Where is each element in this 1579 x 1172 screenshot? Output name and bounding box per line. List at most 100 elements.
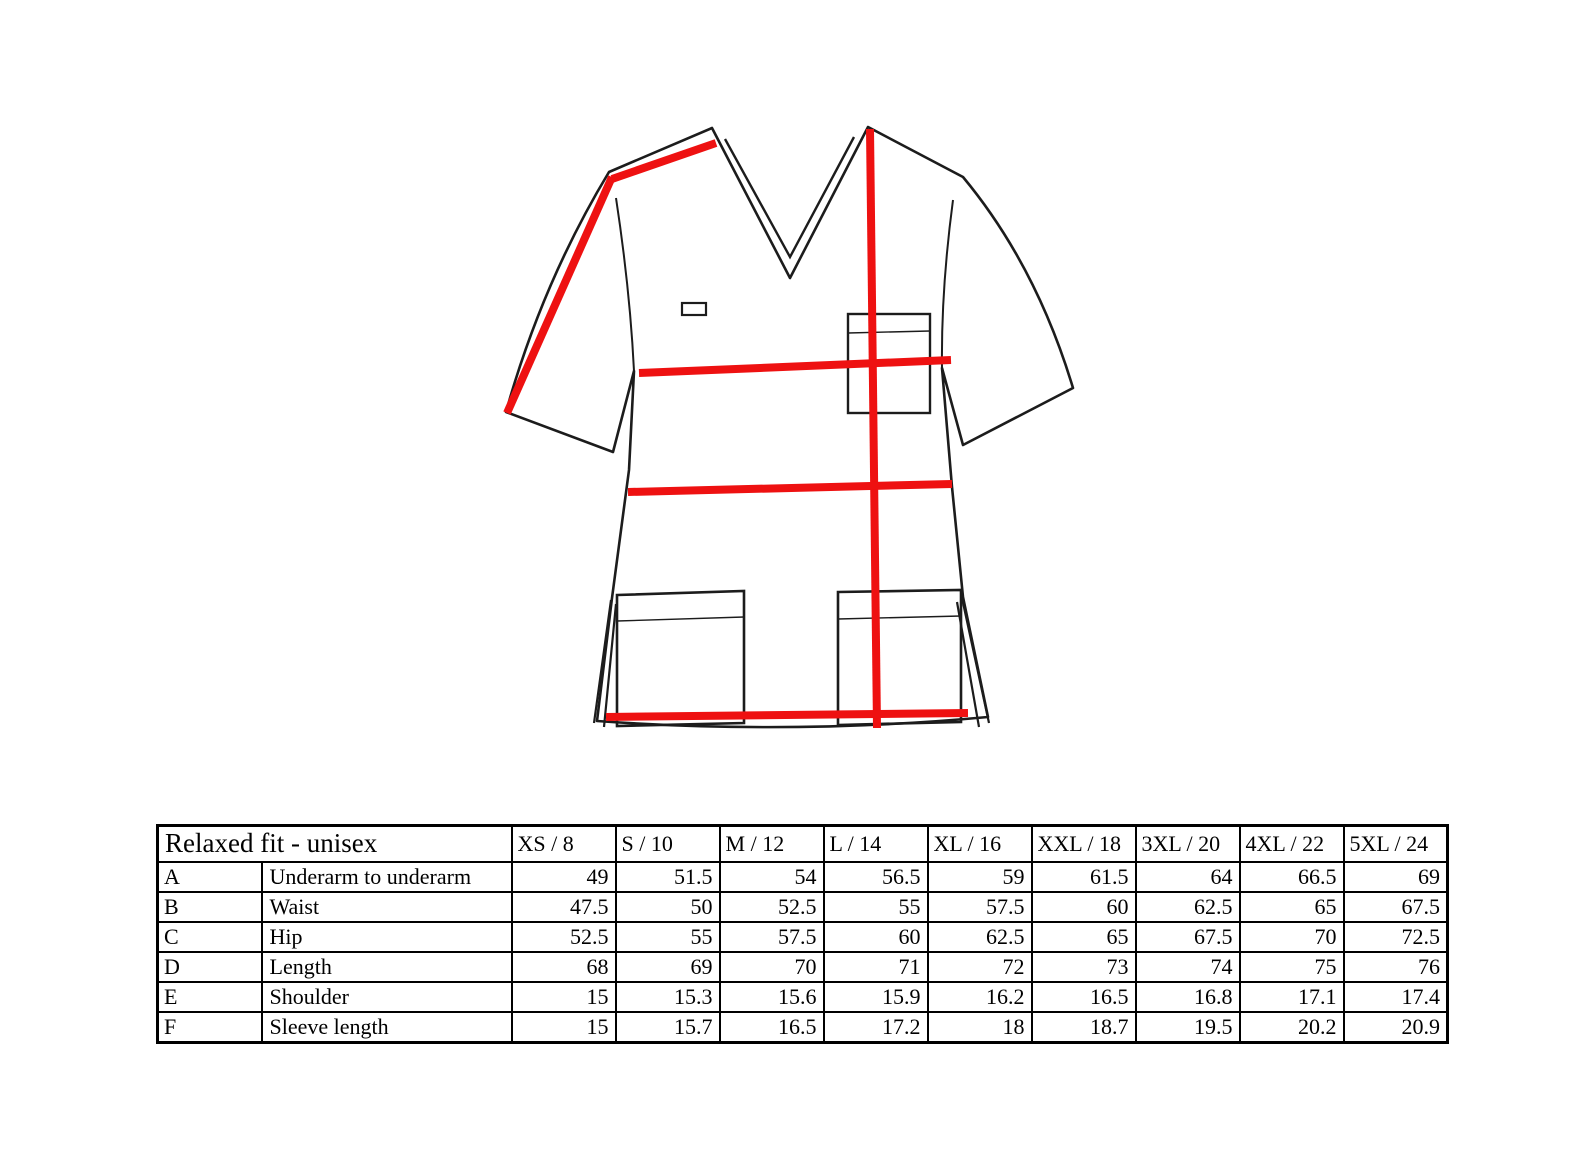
table-row-shoulder: E Shoulder 15 15.3 15.6 15.9 16.2 16.5 1… [156,980,1449,1013]
measure-value-cell: 55 [614,920,721,953]
measure-name-cell: Waist [260,890,513,923]
measurement-line-F-sleeve-length [503,175,616,415]
measure-value-cell: 15.3 [614,980,721,1013]
measure-value-cell: 69 [614,950,721,983]
measure-value-cell: 52.5 [510,920,617,953]
size-header-5xl: 5XL / 24 [1342,824,1449,863]
table-row-hip: C Hip 52.5 55 57.5 60 62.5 65 67.5 70 72… [156,920,1449,953]
size-header-xl: XL / 16 [926,824,1033,863]
measure-value-cell: 16.5 [1030,980,1137,1013]
measure-value-cell: 57.5 [926,890,1033,923]
measure-value-cell: 15.9 [822,980,929,1013]
bottom-pocket-right-hem-line [837,615,962,620]
vneck-trim-line [723,136,856,260]
measure-value-cell: 19.5 [1134,1010,1241,1043]
measure-value-cell: 16.2 [926,980,1033,1013]
measure-value-cell: 67.5 [1342,890,1449,923]
measure-name-cell: Shoulder [260,980,513,1013]
measurement-line-A-underarm [638,356,952,377]
measure-value-cell: 61.5 [1030,860,1137,893]
measure-letter-cell: E [156,980,263,1013]
measure-value-cell: 15 [510,1010,617,1043]
garment-label [680,301,708,317]
measure-value-cell: 74 [1134,950,1241,983]
measure-name-cell: Underarm to underarm [260,860,513,893]
measure-value-cell: 66.5 [1238,860,1345,893]
measure-value-cell: 49 [510,860,617,893]
size-header-m: M / 12 [718,824,825,863]
measure-value-cell: 52.5 [718,890,825,923]
measure-value-cell: 16.5 [718,1010,825,1043]
measurement-line-D-length [866,128,881,729]
measure-letter-cell: C [156,920,263,953]
measure-value-cell: 15.7 [614,1010,721,1043]
measure-value-cell: 72 [926,950,1033,983]
measure-value-cell: 70 [1238,920,1345,953]
measure-value-cell: 62.5 [926,920,1033,953]
measure-value-cell: 54 [718,860,825,893]
bottom-pocket-right [836,588,963,727]
measure-value-cell: 55 [822,890,929,923]
table-header-row: Relaxed fit - unisex XS / 8 S / 10 M / 1… [156,824,1449,863]
table-row-length: D Length 68 69 70 71 72 73 74 75 76 [156,950,1449,983]
measure-value-cell: 17.4 [1342,980,1449,1013]
measure-value-cell: 65 [1030,920,1137,953]
size-header-xxl: XXL / 18 [1030,824,1137,863]
measure-value-cell: 70 [718,950,825,983]
measure-value-cell: 18 [926,1010,1033,1043]
measure-value-cell: 56.5 [822,860,929,893]
measure-value-cell: 51.5 [614,860,721,893]
right-armhole-seam [940,199,954,369]
chest-pocket-hem-line [847,330,931,334]
measure-letter-cell: B [156,890,263,923]
measure-name-cell: Sleeve length [260,1010,513,1043]
measure-value-cell: 15.6 [718,980,825,1013]
measure-value-cell: 67.5 [1134,920,1241,953]
size-header-3xl: 3XL / 20 [1134,824,1241,863]
measurement-line-E-shoulder [610,139,718,183]
left-side-vent [592,599,618,728]
table-row-sleeve-length: F Sleeve length 15 15.7 16.5 17.2 18 18.… [156,1010,1449,1043]
measure-value-cell: 62.5 [1134,890,1241,923]
table-row-waist: B Waist 47.5 50 52.5 55 57.5 60 62.5 65 … [156,890,1449,923]
measure-name-cell: Length [260,950,513,983]
measure-value-cell: 17.1 [1238,980,1345,1013]
measure-value-cell: 75 [1238,950,1345,983]
measure-value-cell: 64 [1134,860,1241,893]
measurement-line-C-hip [605,709,969,721]
measure-value-cell: 69 [1342,860,1449,893]
measure-value-cell: 68 [510,950,617,983]
table-row-underarm: A Underarm to underarm 49 51.5 54 56.5 5… [156,860,1449,893]
size-header-s: S / 10 [614,824,721,863]
measure-value-cell: 57.5 [718,920,825,953]
measure-name-cell: Hip [260,920,513,953]
bottom-pocket-left [615,589,746,728]
measure-letter-cell: A [156,860,263,893]
bottom-pocket-left-hem-line [616,616,745,622]
measure-value-cell: 16.8 [1134,980,1241,1013]
measure-value-cell: 20.2 [1238,1010,1345,1043]
size-header-xs: XS / 8 [510,824,617,863]
measure-value-cell: 50 [614,890,721,923]
measure-value-cell: 73 [1030,950,1137,983]
measure-value-cell: 47.5 [510,890,617,923]
measure-value-cell: 71 [822,950,929,983]
size-chart-table: Relaxed fit - unisex XS / 8 S / 10 M / 1… [156,824,1450,1044]
table-title: Relaxed fit - unisex [156,824,513,863]
measure-value-cell: 15 [510,980,617,1013]
measure-value-cell: 60 [822,920,929,953]
measure-value-cell: 59 [926,860,1033,893]
size-header-4xl: 4XL / 22 [1238,824,1345,863]
size-header-l: L / 14 [822,824,929,863]
measure-value-cell: 60 [1030,890,1137,923]
measure-value-cell: 65 [1238,890,1345,923]
scrub-top-diagram [503,125,1075,729]
left-armhole-seam [615,197,635,372]
measurement-line-B-waist [627,480,953,496]
measure-letter-cell: D [156,950,263,983]
measure-value-cell: 20.9 [1342,1010,1449,1043]
measure-value-cell: 17.2 [822,1010,929,1043]
measure-letter-cell: F [156,1010,263,1043]
measure-value-cell: 18.7 [1030,1010,1137,1043]
